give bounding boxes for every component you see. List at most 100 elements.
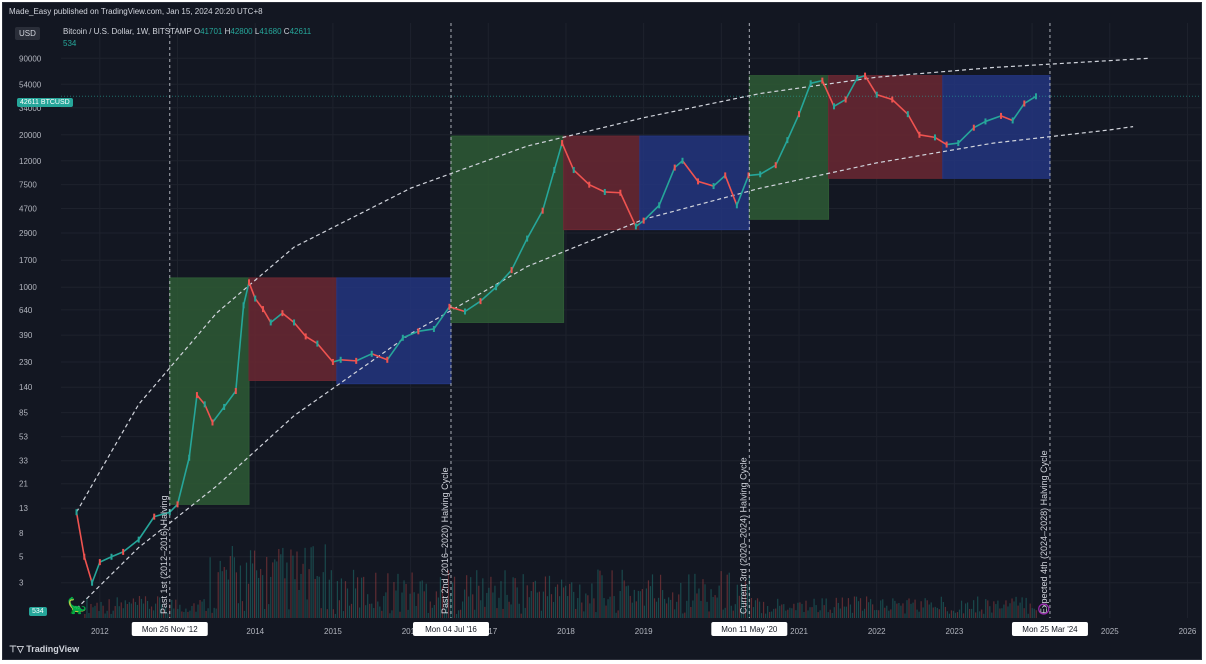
volume-bar [651,574,654,618]
volume-bar [702,579,704,618]
volume-bar [797,602,799,618]
price-segment [658,167,676,206]
volume-bar [181,611,183,618]
y-tick-label: 20000 [19,131,42,140]
volume-bar [684,612,686,618]
volume-bar [423,591,425,618]
volume-bar [118,606,120,618]
y-tick-label: 390 [19,331,33,340]
price-segment [1012,103,1025,121]
price-segment [99,556,112,563]
price-point [906,111,909,118]
volume-bar [439,577,442,618]
volume-bar [443,612,446,618]
volume-bar [912,602,914,618]
volume-bar [805,600,807,618]
x-tick-label: 2026 [1179,627,1197,636]
volume-bar [126,603,128,618]
price-segment [774,139,789,166]
volume-bar [1017,605,1019,618]
volume-bar [167,612,169,618]
price-segment [553,142,563,171]
volume-bar [942,602,944,618]
volume-bar [583,611,585,618]
volume-bar [668,597,670,618]
currency-button[interactable]: USD [15,27,40,40]
price-point [972,124,975,131]
volume-bar [558,596,561,618]
volume-bar [954,612,957,618]
volume-bar [251,563,254,618]
volume-bar [496,608,498,618]
volume-bar [356,577,359,618]
dinosaur-icon[interactable]: 🦕 [67,598,87,615]
volume-bar [540,610,542,618]
price-segment [254,298,264,310]
volume-bar [575,608,577,618]
volume-bar [425,583,427,618]
volume-bar [516,587,518,618]
volume-bar [859,598,862,618]
volume-bar [732,610,734,618]
volume-bar [880,600,882,618]
volume-bar [462,601,464,618]
price-point [479,298,482,305]
price-segment [919,133,936,139]
volume-bar [661,590,664,618]
volume-bar [290,549,292,618]
volume-bar [492,592,494,618]
volume-bar [413,592,415,618]
y-tick-label: 12000 [19,157,42,166]
volume-bar [221,571,223,618]
volume-bar [177,608,179,618]
price-segment [75,512,86,557]
volume-bar [999,608,1001,618]
volume-bar [625,586,627,618]
volume-bar [138,596,141,618]
price-segment [561,142,575,171]
price-segment [386,337,404,361]
volume-bar [641,589,643,618]
volume-bar [268,604,270,618]
volume-bar [326,609,328,618]
volume-bar [429,601,431,618]
volume-bar [292,555,294,618]
y-tick-label: 640 [19,306,33,315]
volume-bar [253,550,256,618]
volume-bar [906,600,908,618]
volume-bar [152,610,155,618]
y-tick-label: 53 [19,433,28,442]
volume-bar [379,606,381,618]
volume-bar [280,554,282,618]
volume-bar [934,606,936,618]
volume-bar [284,578,286,618]
price-segment [510,238,528,271]
volume-bar [619,590,621,618]
volume-bar [468,596,470,618]
volume-bar [328,579,330,618]
volume-bar [815,605,817,618]
blue-zone-box [639,135,750,231]
price-point [933,134,936,141]
volume-bar [262,575,264,618]
volume-bar [708,611,710,618]
volume-bar [694,573,696,618]
price-point [588,181,591,188]
tradingview-logo[interactable]: ⊤▽ TradingView [9,644,79,655]
volume-bar [490,576,492,618]
price-point [712,183,715,190]
y-tick-label: 1000 [19,283,37,292]
volume-bar [930,602,932,618]
price-point [619,189,622,196]
price-point [774,162,777,169]
volume-bar [615,612,617,618]
volume-bar [310,547,312,618]
low-value: 41680 [259,27,282,36]
price-point [234,387,237,394]
price-segment [957,127,975,144]
y-tick-label: 7500 [19,181,37,190]
volume-bar [245,562,248,618]
price-chart[interactable]: 3 5 8 13 21 33 53 85 140 230 390 640 1000 1700 2900 470… [3,3,1201,659]
volume-bar [217,572,219,618]
